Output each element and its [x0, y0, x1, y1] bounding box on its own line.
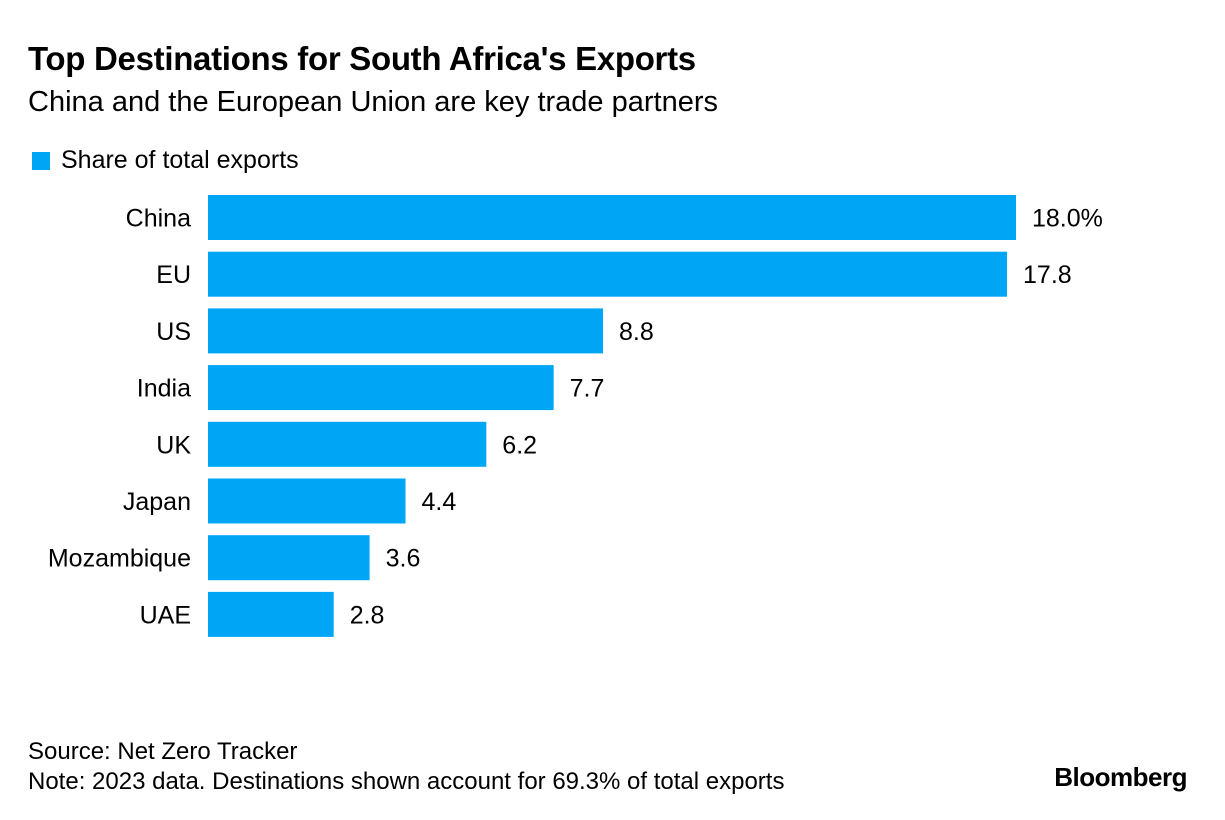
chart-title: Top Destinations for South Africa's Expo… [28, 40, 696, 77]
value-label: 4.4 [422, 488, 457, 516]
data-note: Note: 2023 data. Destinations shown acco… [28, 768, 785, 795]
bar-us [208, 308, 604, 354]
bar-india [208, 365, 554, 411]
category-label: Mozambique [48, 545, 191, 573]
bar-japan [208, 478, 406, 524]
bar-mozambique [208, 535, 370, 581]
value-label: 8.8 [619, 318, 654, 346]
legend-swatch [32, 151, 50, 170]
bar-uae [208, 591, 334, 637]
category-label: UK [156, 431, 191, 459]
bar-chart: China 18.0% EU 17.8 US 8.8 India 7.7 UK 6.2 Japan 4… [48, 195, 1103, 637]
value-label: 6.2 [502, 431, 537, 459]
chart-subtitle: China and the European Union are key tra… [28, 86, 718, 118]
value-label: 7.7 [570, 375, 605, 403]
bloomberg-logo: Bloomberg [1054, 762, 1187, 792]
footer: Source: Net Zero Tracker Note: 2023 data… [28, 737, 784, 797]
legend-label: Share of total exports [61, 146, 299, 174]
category-label: UAE [140, 601, 191, 629]
value-label: 18.0% [1032, 205, 1103, 233]
category-label: US [156, 318, 191, 346]
source-note: Source: Net Zero Tracker [28, 738, 298, 765]
bar-uk [208, 421, 487, 467]
category-label: Japan [123, 488, 191, 516]
bar-eu [208, 251, 1008, 297]
value-label: 17.8 [1023, 261, 1072, 289]
category-label: India [137, 375, 191, 403]
value-label: 2.8 [350, 601, 385, 629]
category-label: EU [156, 261, 191, 289]
value-label: 3.6 [386, 545, 421, 573]
legend: Share of total exports [32, 146, 299, 175]
category-label: China [126, 205, 191, 233]
bar-china [208, 195, 1016, 240]
